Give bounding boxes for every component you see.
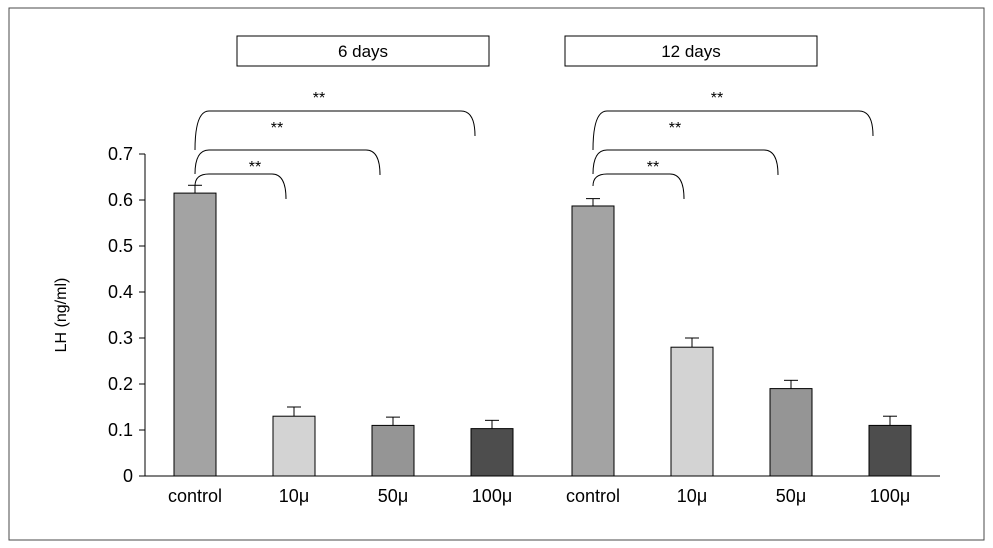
bar [371, 424, 415, 477]
bar [769, 388, 813, 477]
category-label: 50μ [378, 486, 408, 506]
group-label-box [564, 35, 818, 67]
y-tick-label: 0.5 [108, 236, 133, 256]
category-label: 10μ [677, 486, 707, 506]
significance-label: ** [669, 120, 681, 137]
y-tick-label: 0.6 [108, 190, 133, 210]
y-tick-label: 0.2 [108, 374, 133, 394]
significance-bracket [592, 110, 874, 151]
y-axis-title: LH (ng/ml) [53, 278, 70, 353]
group-label-box [236, 35, 490, 67]
group-label: 6 days [338, 42, 388, 61]
bar [272, 415, 316, 477]
group-label: 12 days [661, 42, 721, 61]
category-label: control [566, 486, 620, 506]
y-tick-label: 0 [123, 466, 133, 486]
significance-label: ** [647, 159, 659, 176]
category-label: 50μ [776, 486, 806, 506]
significance-bracket [194, 110, 476, 151]
category-label: control [168, 486, 222, 506]
bar [571, 205, 615, 477]
significance-bracket [592, 149, 779, 176]
y-tick-label: 0.7 [108, 144, 133, 164]
bar [470, 428, 514, 477]
significance-label: ** [313, 90, 325, 107]
y-tick-label: 0.4 [108, 282, 133, 302]
significance-bracket [194, 149, 381, 176]
significance-bracket [592, 173, 685, 200]
category-label: 100μ [870, 486, 910, 506]
bar [670, 346, 714, 477]
bar [173, 192, 217, 477]
significance-label: ** [271, 120, 283, 137]
y-tick-label: 0.3 [108, 328, 133, 348]
significance-label: ** [249, 159, 261, 176]
y-tick-label: 0.1 [108, 420, 133, 440]
category-label: 100μ [472, 486, 512, 506]
significance-bracket [194, 173, 287, 200]
significance-label: ** [711, 90, 723, 107]
bar [868, 424, 912, 477]
category-label: 10μ [279, 486, 309, 506]
